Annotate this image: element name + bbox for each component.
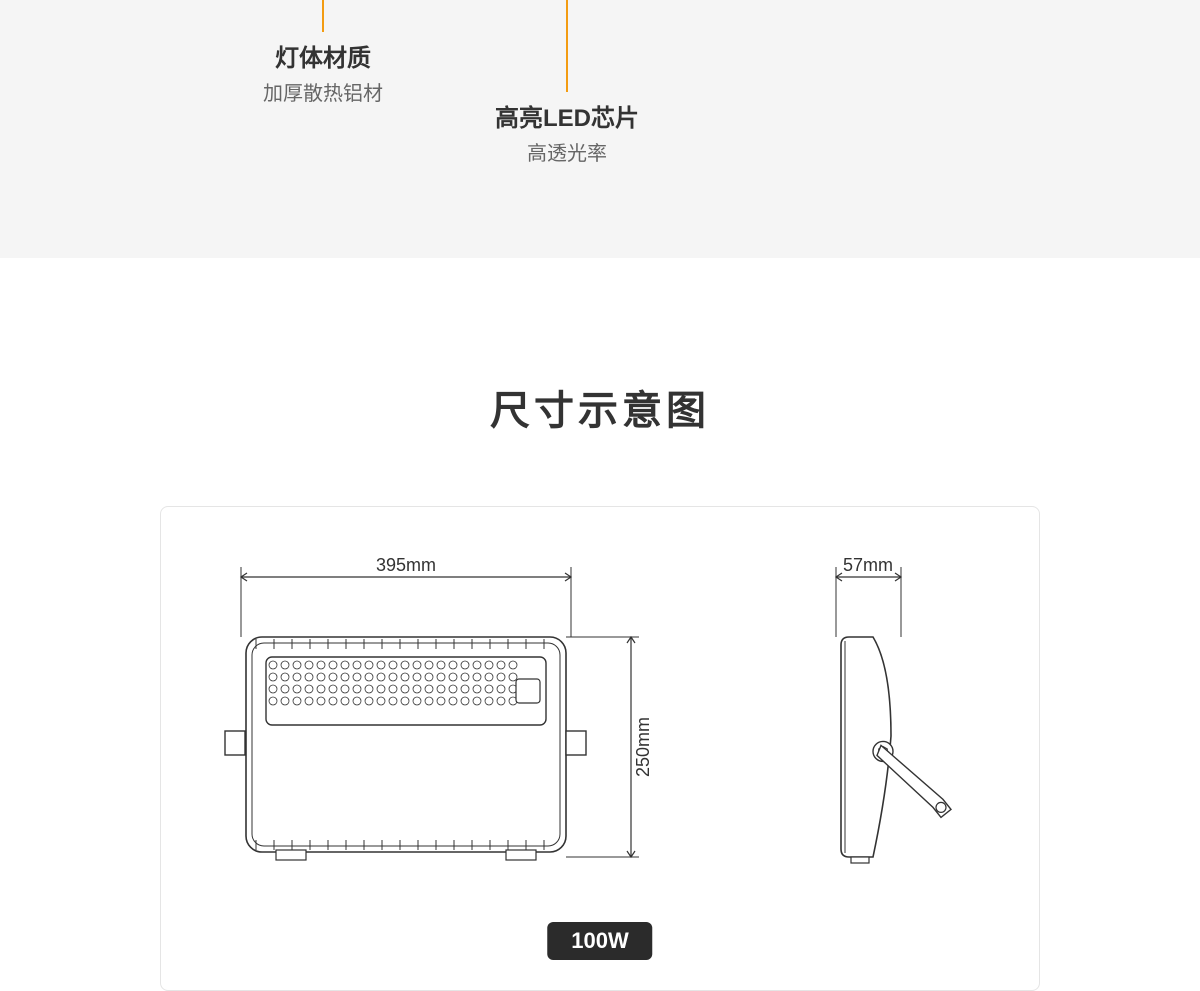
callout-led: 高亮LED芯片 高透光率 <box>487 0 647 166</box>
callout-sub: 加厚散热铝材 <box>253 77 393 106</box>
top-callout-section: 灯体材质 加厚散热铝材 高亮LED芯片 高透光率 <box>0 0 1200 258</box>
svg-text:395mm: 395mm <box>376 557 436 575</box>
wattage-badge: 100W <box>547 922 652 960</box>
side-view-svg: 57mm <box>801 557 981 877</box>
callout-title: 高亮LED芯片 <box>487 98 647 133</box>
svg-text:57mm: 57mm <box>843 557 893 575</box>
front-view-svg: 395mm 250mm <box>211 557 651 877</box>
section-title: 尺寸示意图 <box>0 378 1200 436</box>
callout-sub: 高透光率 <box>487 137 647 166</box>
callout-material: 灯体材质 加厚散热铝材 <box>253 0 393 106</box>
callout-line <box>322 0 324 32</box>
dimension-diagram-box: 395mm 250mm 57mm 100W <box>160 506 1040 991</box>
callout-title: 灯体材质 <box>253 38 393 73</box>
svg-text:250mm: 250mm <box>633 717 651 777</box>
front-view: 395mm 250mm <box>211 557 651 882</box>
side-view: 57mm <box>801 557 981 882</box>
callout-line <box>566 0 568 92</box>
